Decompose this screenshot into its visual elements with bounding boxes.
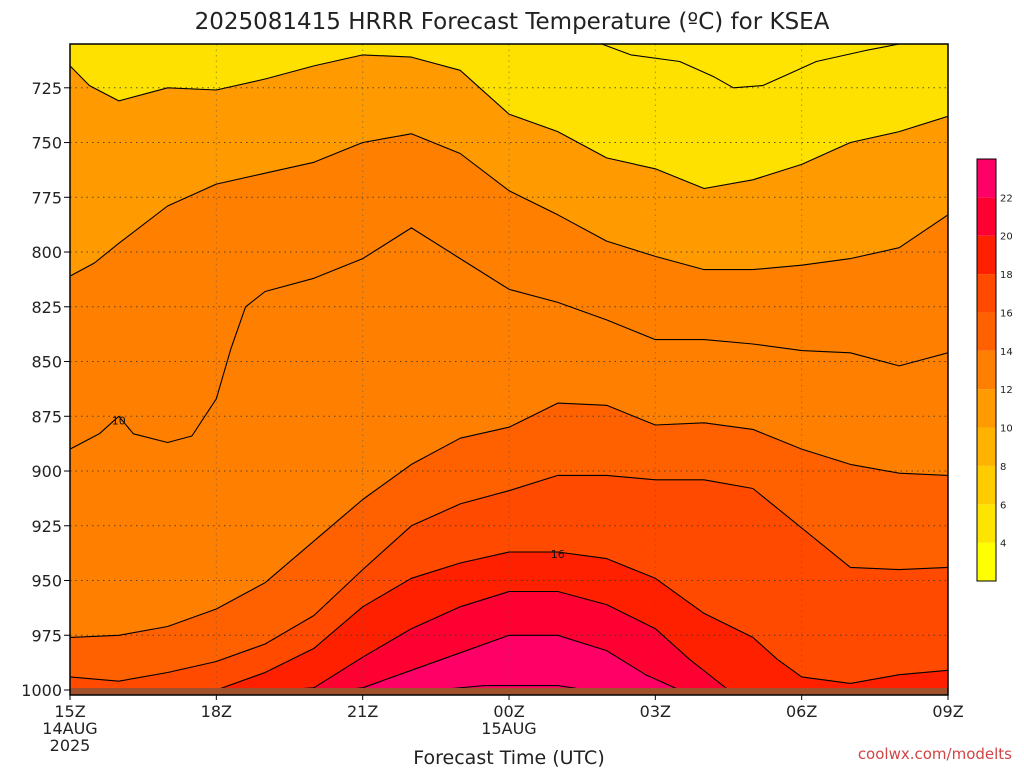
contour-line-10 — [70, 227, 948, 450]
contour-labels: 10 16 — [112, 415, 565, 562]
filled-contours — [70, 44, 948, 695]
colorbar-swatch — [977, 542, 996, 581]
y-axis: 725 750 775 800 825 850 875 900 925 950 975 1000 — [21, 79, 70, 700]
colorbar-tick-label: 4 — [1000, 539, 1006, 550]
colorbar-tick-label: 12 — [1000, 385, 1013, 396]
y-tick-label: 875 — [31, 407, 62, 426]
y-tick-label: 825 — [31, 298, 62, 317]
x-tick-label: 00Z — [493, 702, 524, 721]
ground-strip — [70, 688, 948, 695]
colorbar-frame — [976, 158, 997, 582]
colorbar-tick-label: 22 — [1000, 193, 1013, 204]
y-tick-label: 975 — [31, 626, 62, 645]
y-tick-label: 900 — [31, 462, 62, 481]
y-tick-label: 800 — [31, 243, 62, 262]
colorbar-tick-label: 20 — [1000, 232, 1013, 243]
y-tick-label: 850 — [31, 353, 62, 372]
contour-line-20 — [338, 634, 680, 691]
x-tick-label: 14AUG — [42, 719, 97, 738]
x-tick-label: 15Z — [54, 702, 85, 721]
colorbar-swatch — [977, 197, 996, 236]
colorbar-swatch — [977, 312, 996, 351]
colorbar-tick-label: 10 — [1000, 424, 1013, 435]
x-tick-label: 03Z — [640, 702, 671, 721]
y-tick-label: 1000 — [21, 681, 62, 700]
x-tick-label: 15AUG — [481, 719, 536, 738]
y-tick-label: 750 — [31, 134, 62, 153]
contour-line-10 — [70, 133, 948, 277]
colorbar-tick-label: 18 — [1000, 270, 1013, 281]
contour-line-8 — [70, 54, 948, 190]
colorbar-swatch — [977, 159, 996, 198]
colorbar-swatch — [977, 235, 996, 275]
y-tick-label: 725 — [31, 79, 62, 98]
x-tick-label: 06Z — [786, 702, 817, 721]
colorbar-swatch — [977, 350, 996, 390]
y-tick-label: 950 — [31, 572, 62, 591]
colorbar: 4 6 8 10 12 14 16 18 20 22 — [976, 158, 1013, 582]
colorbar-tick-label: 8 — [1000, 462, 1006, 473]
x-tick-label: 09Z — [932, 702, 963, 721]
contour-label: 16 — [551, 548, 565, 561]
y-tick-label: 775 — [31, 188, 62, 207]
credit-text: coolwx.com/modelts — [858, 745, 1012, 763]
contour-line-6 — [601, 44, 900, 89]
colorbar-swatch — [977, 465, 996, 505]
contour-lines — [70, 44, 948, 691]
contour-label: 10 — [112, 415, 126, 428]
fill-region-20 — [338, 635, 680, 695]
chart-title: 2025081415 HRRR Forecast Temperature (ºC… — [195, 9, 830, 35]
contour-line-14 — [70, 474, 948, 682]
fill-region-6 — [601, 44, 900, 88]
contour-line-22 — [435, 685, 588, 691]
colorbar-swatch — [977, 504, 996, 543]
colorbar-swatch — [977, 389, 996, 428]
plot-area — [70, 44, 948, 695]
x-tick-label: 2025 — [50, 736, 91, 755]
x-tick-label: 21Z — [347, 702, 378, 721]
colorbar-swatch — [977, 427, 996, 466]
contour-line-16 — [216, 551, 948, 691]
contour-line-12 — [70, 402, 948, 638]
x-axis-label: Forecast Time (UTC) — [413, 747, 604, 768]
colorbar-swatch — [977, 274, 996, 313]
colorbar-tick-label: 14 — [1000, 347, 1013, 358]
x-tick-label: 18Z — [201, 702, 232, 721]
contour-line-18 — [279, 590, 729, 691]
colorbar-tick-label: 16 — [1000, 308, 1013, 319]
y-tick-label: 925 — [31, 517, 62, 536]
colorbar-tick-label: 6 — [1000, 500, 1006, 511]
